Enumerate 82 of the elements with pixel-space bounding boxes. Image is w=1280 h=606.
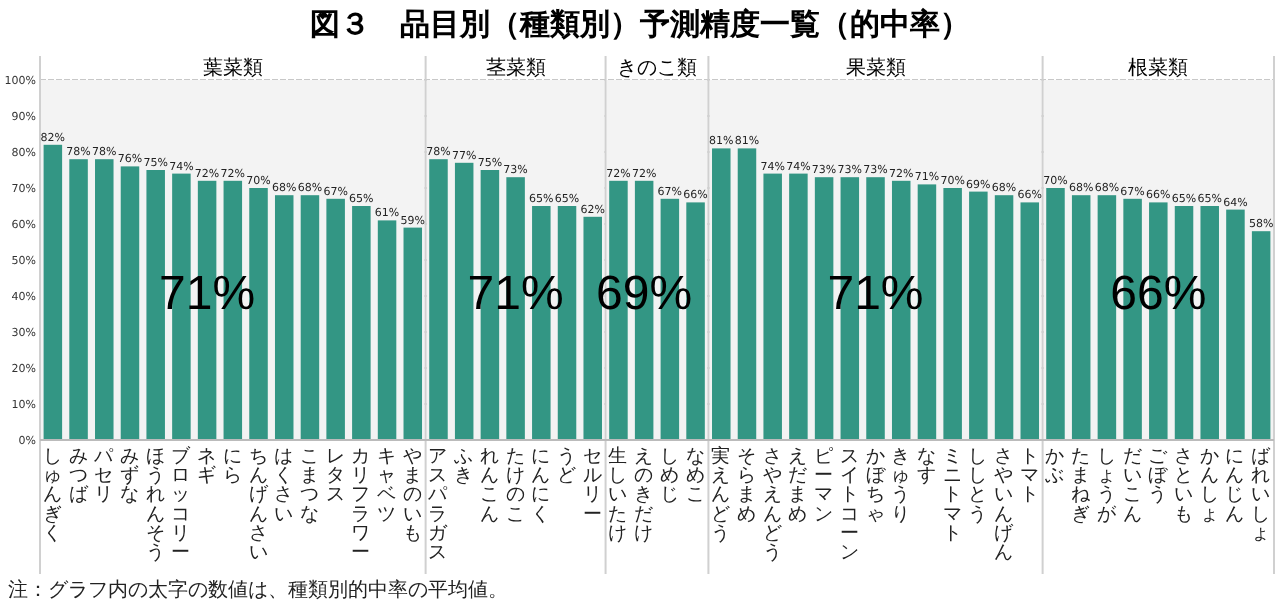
x-tick-label: かんしょ: [1199, 446, 1220, 526]
bar: [326, 198, 345, 440]
x-tick-label: ししとう: [968, 446, 989, 526]
bar: [583, 216, 602, 440]
band-label: 葉菜類: [202, 56, 263, 80]
bar: [994, 195, 1014, 440]
x-tick-label: しゅんぎく: [42, 446, 63, 545]
x-tick-label: こまつな: [299, 446, 320, 526]
bar: [1226, 209, 1245, 440]
x-tick-label: ふき: [452, 446, 475, 488]
bar: [95, 159, 114, 440]
bar: [352, 206, 371, 440]
band-label: 茎菜類: [485, 56, 546, 80]
x-tick-label: さやいんげん: [994, 446, 1017, 564]
x-tick-label: ネギ: [197, 446, 218, 488]
bar: [789, 173, 808, 440]
bar: [1046, 188, 1065, 440]
bar: [300, 195, 320, 440]
x-tick-label: ピーマン: [814, 446, 835, 526]
x-tick-label: ばれいしょ: [1251, 446, 1274, 545]
x-tick-label: たまねぎ: [1071, 446, 1094, 526]
x-tick-label: さやえんどう: [762, 446, 783, 564]
bar: [1251, 231, 1271, 440]
bar: [146, 170, 165, 440]
bar: [120, 166, 140, 440]
x-tick-label: ごぼう: [1148, 446, 1171, 507]
x-tick-label: セルリー: [582, 446, 603, 526]
x-tick-label: かぶ: [1045, 446, 1066, 488]
x-tick-label: れんこん: [479, 446, 500, 526]
x-tick-label: にんじん: [1225, 446, 1246, 526]
x-tick-label: にんにく: [531, 446, 552, 526]
bar: [943, 188, 962, 440]
bar: [377, 220, 397, 440]
x-tick-label: 実えんどう: [711, 444, 732, 545]
x-tick-label: みつば: [68, 446, 91, 507]
bar: [403, 227, 423, 440]
x-tick-label: トマト: [1019, 446, 1040, 507]
x-tick-label: えだまめ: [788, 446, 809, 526]
x-tick-label: はくさい: [274, 446, 295, 526]
x-tick-label: だいこん: [1122, 446, 1143, 526]
bar: [814, 177, 834, 440]
x-tick-label: そらまめ: [736, 446, 757, 526]
x-tick-label: ブロッコリー: [171, 444, 194, 564]
x-tick-label: なめこ: [685, 446, 706, 507]
bar: [454, 162, 474, 440]
x-tick-label: うど: [557, 446, 578, 488]
x-tick-label: さといも: [1174, 446, 1195, 526]
bar: [274, 195, 294, 440]
x-tick-label: みずな: [119, 446, 140, 507]
bar: [969, 191, 988, 440]
x-tick-label: たけのこ: [505, 446, 526, 526]
x-tick-label: スイトコーン: [839, 446, 860, 564]
x-tick-label: パセリ: [92, 446, 117, 507]
x-tick-label: ほうれんそう: [145, 446, 166, 564]
bar: [43, 144, 63, 440]
x-tick-label: にら: [222, 446, 243, 488]
x-tick-label: きゅうり: [891, 446, 912, 526]
x-tick-label: かぼちゃ: [865, 446, 888, 526]
bar: [763, 173, 782, 440]
band-label: 根菜類: [1128, 56, 1189, 80]
x-tick-label: なす: [916, 446, 937, 488]
x-tick-label: ミニトマト: [942, 446, 963, 545]
x-tick-label: アスパラガス: [426, 446, 451, 564]
x-tick-label: レタス: [325, 446, 346, 507]
x-tick-label: えのきだけ: [634, 446, 655, 545]
bar: [712, 148, 731, 440]
x-tick-label: やまのいも: [402, 446, 423, 545]
band-label: きのこ類: [617, 56, 697, 80]
bar: [1071, 195, 1091, 440]
x-tick-label: カリフラワー: [351, 446, 372, 564]
bar: [737, 148, 757, 440]
x-tick-label: しめじ: [659, 446, 680, 507]
x-tick-label: ちんげんさい: [248, 446, 271, 564]
band-label: 果菜類: [845, 56, 906, 80]
x-tick-label: しょうが: [1096, 446, 1119, 526]
text: 注：グラフ内の太字の数値は、種類別的中率の平均値。: [8, 578, 508, 602]
bar: [429, 159, 448, 440]
bar: [1020, 202, 1040, 440]
x-tick-label: キャベツ: [377, 446, 398, 526]
chart-title: 図３ 品目別（種類別）予測精度一覧（的中率）: [310, 6, 970, 42]
x-tick-label: 生しいたけ: [608, 444, 629, 545]
bar: [69, 159, 88, 440]
